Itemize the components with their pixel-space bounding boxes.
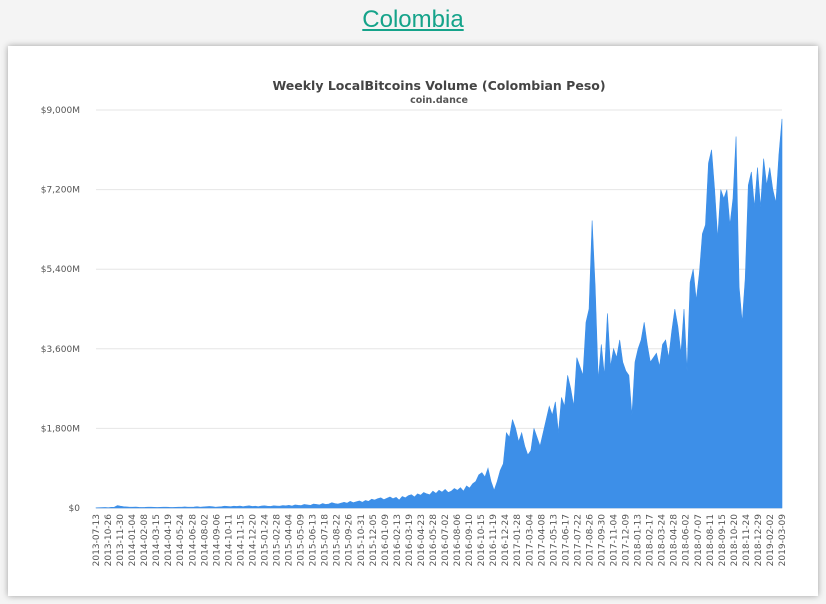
y-tick-label: $3,600M [41,345,80,355]
x-tick-label: 2014-01-04 [128,514,138,567]
y-tick-label: $1,800M [41,424,80,434]
x-tick-label: 2015-09-26 [345,514,355,567]
x-tick-label: 2017-01-28 [513,514,523,567]
x-tick-label: 2016-11-19 [489,514,499,567]
x-tick-label: 2018-06-02 [682,514,692,566]
x-tick-label: 2014-06-28 [188,514,198,567]
x-tick-label: 2018-09-15 [718,514,728,566]
x-tick-label: 2016-02-13 [393,514,403,566]
x-tick-label: 2016-08-06 [453,514,463,567]
x-tick-label: 2017-04-08 [537,514,547,567]
x-axis: 2013-07-13 2013-10-26 2013-11-30 2014-01-04… [92,514,788,567]
x-tick-label: 2018-04-28 [670,514,680,567]
x-tick-label: 2017-12-09 [622,514,632,567]
y-tick-label: $0 [69,504,81,514]
x-tick-label: 2015-02-28 [273,514,283,567]
x-tick-label: 2016-07-02 [441,514,451,566]
x-tick-label: 2016-09-10 [465,514,475,567]
x-tick-label: 2015-10-31 [357,514,367,566]
x-tick-label: 2016-05-28 [429,514,439,567]
x-tick-label: 2018-12-29 [754,514,764,567]
x-tick-label: 2015-05-09 [297,514,307,567]
series-area-path [95,118,783,509]
x-tick-label: 2018-08-11 [706,514,716,566]
x-tick-label: 2014-05-24 [176,514,186,567]
x-tick-label: 2016-12-24 [501,514,511,567]
y-axis: $0 $1,800M $3,600M $5,400M $7,200M $9,000M [41,106,81,514]
series-area [95,118,783,509]
x-tick-label: 2014-04-19 [164,514,174,567]
x-tick-label: 2015-12-05 [369,514,379,566]
page-heading: Colombia [0,6,826,34]
chart-subtitle: coin.dance [410,95,468,106]
x-tick-label: 2017-07-22 [573,514,583,566]
x-tick-label: 2018-11-24 [742,514,752,567]
x-tick-label: 2017-03-04 [525,514,535,567]
x-tick-label: 2018-03-24 [658,514,668,567]
x-tick-label: 2017-05-13 [549,514,559,566]
x-tick-label: 2014-03-15 [152,514,162,566]
x-tick-label: 2013-11-30 [116,514,126,567]
x-tick-label: 2014-09-06 [212,514,222,567]
x-tick-label: 2018-07-07 [694,514,704,566]
chart-title: Weekly LocalBitcoins Volume (Colombian P… [272,78,605,93]
x-tick-label: 2014-02-08 [140,514,150,567]
y-tick-label: $5,400M [41,265,80,275]
x-tick-label: 2015-04-04 [285,514,295,567]
x-tick-label: 2013-10-26 [104,514,114,567]
x-tick-label: 2018-02-17 [646,514,656,566]
x-tick-label: 2015-08-22 [333,514,343,566]
x-tick-label: 2017-06-17 [561,514,571,566]
country-link[interactable]: Colombia [362,6,464,33]
y-tick-label: $9,000M [41,106,80,116]
x-tick-label: 2017-09-30 [598,514,608,567]
x-tick-label: 2015-07-18 [321,514,331,567]
x-tick-label: 2017-08-26 [585,514,595,567]
y-tick-label: $7,200M [41,186,80,196]
area-chart: Weekly LocalBitcoins Volume (Colombian P… [41,78,788,567]
x-tick-label: 2013-07-13 [92,514,102,566]
x-tick-label: 2018-10-20 [730,514,740,567]
x-tick-label: 2014-12-20 [249,514,259,567]
x-tick-label: 2015-01-24 [261,514,271,567]
x-tick-label: 2019-02-02 [766,514,776,566]
x-tick-label: 2016-03-19 [405,514,415,567]
x-tick-label: 2016-04-23 [417,514,427,566]
x-tick-label: 2016-01-09 [381,514,391,567]
x-tick-label: 2015-06-13 [309,514,319,566]
x-tick-label: 2017-11-04 [610,514,620,567]
x-tick-label: 2018-01-13 [634,514,644,566]
x-tick-label: 2014-08-02 [200,514,210,566]
x-tick-label: 2014-10-11 [224,514,234,566]
x-tick-label: 2019-03-09 [778,514,788,567]
chart-card: Weekly LocalBitcoins Volume (Colombian P… [8,46,818,596]
x-tick-label: 2016-10-15 [477,514,487,566]
x-tick-label: 2014-11-15 [236,514,246,566]
